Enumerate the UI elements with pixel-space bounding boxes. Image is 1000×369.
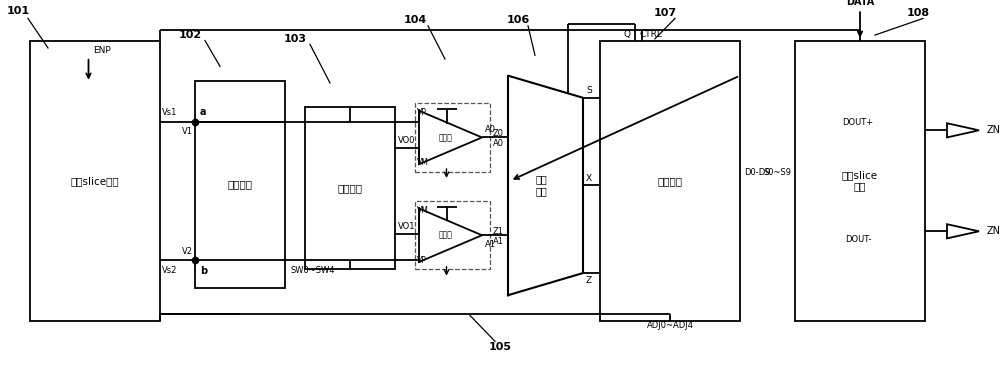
Text: Q: Q [623, 30, 630, 39]
Text: A1: A1 [493, 237, 504, 246]
Text: ZN-: ZN- [987, 226, 1000, 236]
Text: DOUT-: DOUT- [845, 235, 871, 244]
Text: S: S [586, 86, 592, 95]
Text: 105: 105 [488, 342, 512, 352]
Text: CTRL: CTRL [640, 30, 663, 39]
Text: Vs2: Vs2 [162, 266, 177, 275]
Text: VM: VM [417, 206, 429, 215]
Text: 102: 102 [178, 30, 202, 40]
Text: X: X [586, 174, 592, 183]
Text: 108: 108 [906, 8, 930, 18]
Text: Z: Z [586, 276, 592, 285]
Text: A1: A1 [485, 240, 496, 249]
Text: VP: VP [417, 108, 427, 117]
Text: V2: V2 [182, 248, 193, 256]
Bar [795, 41, 925, 321]
Text: DATA: DATA [846, 0, 874, 7]
Text: 分压电阻: 分压电阻 [338, 183, 362, 193]
Text: Z1: Z1 [493, 227, 504, 236]
Text: 控制电路: 控制电路 [657, 176, 682, 186]
Text: VM: VM [417, 158, 429, 167]
Text: 104: 104 [403, 15, 427, 25]
Text: VO1: VO1 [398, 223, 416, 231]
Text: Vs1: Vs1 [162, 108, 177, 117]
Text: a: a [200, 107, 207, 117]
Text: 101: 101 [6, 6, 30, 16]
Text: A0: A0 [485, 125, 496, 134]
Text: 校准slice电路: 校准slice电路 [71, 176, 119, 186]
Text: b: b [200, 266, 207, 276]
Bar [415, 201, 490, 269]
Text: 107: 107 [653, 8, 677, 18]
Text: A0: A0 [493, 139, 504, 148]
Text: 输出slice
电路: 输出slice 电路 [842, 170, 878, 192]
Bar [415, 103, 490, 172]
Text: 选择
电路: 选择 电路 [536, 175, 548, 196]
Text: 比较器: 比较器 [439, 231, 452, 240]
Bar [30, 41, 160, 321]
Text: VP: VP [417, 256, 427, 265]
Text: 103: 103 [284, 34, 306, 44]
Text: DOUT+: DOUT+ [842, 118, 874, 127]
Text: V1: V1 [182, 127, 193, 136]
Text: ENP: ENP [94, 46, 111, 55]
Text: ZN+: ZN+ [987, 125, 1000, 135]
Text: SW0~SW4: SW0~SW4 [290, 266, 335, 275]
Text: ADJ0~ADJ4: ADJ0~ADJ4 [646, 321, 693, 330]
Text: 可调电阻: 可调电阻 [228, 179, 252, 190]
Bar [305, 107, 395, 269]
Text: S0~S9: S0~S9 [763, 168, 791, 177]
Text: VO0: VO0 [398, 136, 416, 145]
Text: 106: 106 [506, 15, 530, 25]
Text: D0-D9: D0-D9 [744, 168, 770, 177]
Bar [195, 81, 285, 288]
Text: Z0: Z0 [493, 129, 504, 138]
Text: 比较器: 比较器 [439, 133, 452, 142]
Bar [600, 41, 740, 321]
